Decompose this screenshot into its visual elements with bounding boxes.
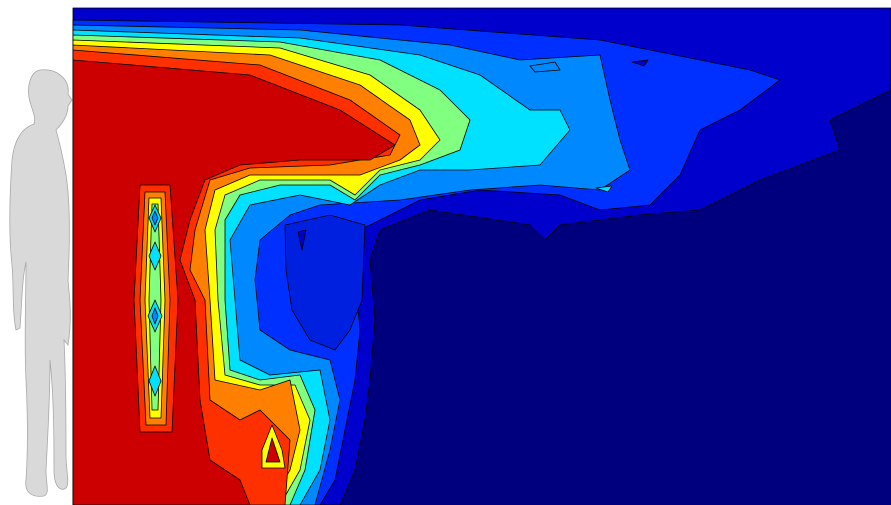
contour-band — [148, 241, 162, 271]
contour-band — [148, 365, 162, 397]
contour-band — [631, 59, 649, 67]
contour-band — [297, 229, 307, 251]
contour-plot — [72, 7, 891, 505]
contour-band — [529, 61, 561, 73]
contour-band — [151, 210, 159, 226]
contour-band — [265, 437, 281, 463]
human-figure — [9, 69, 73, 497]
contour-band — [595, 185, 613, 193]
contour-band — [284, 214, 366, 351]
contour-band — [151, 307, 159, 325]
